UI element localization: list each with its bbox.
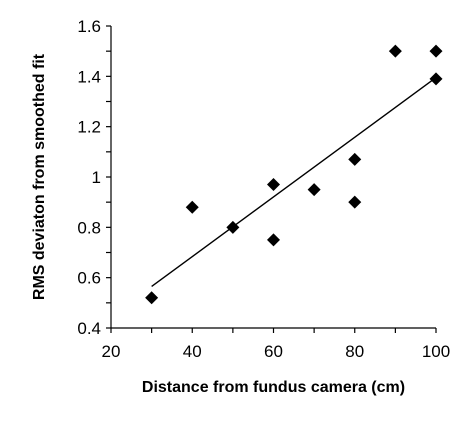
y-tick-label: 1.4: [77, 67, 101, 86]
y-tick-label: 0.8: [77, 218, 101, 237]
data-points: [145, 44, 443, 305]
data-point-diamond: [388, 44, 402, 58]
data-point-diamond: [267, 178, 280, 192]
x-tick-label: 60: [264, 342, 283, 361]
y-ticks: 0.4 0.6 0.8 1 1.2 1.4 1.6: [77, 17, 111, 338]
data-point-diamond: [307, 183, 321, 197]
y-tick-label: 0.4: [77, 319, 101, 338]
data-point-diamond: [348, 152, 362, 166]
y-tick-label: 1: [92, 168, 101, 187]
data-point-diamond: [185, 200, 199, 214]
data-point-diamond: [267, 233, 280, 247]
data-point-diamond: [226, 220, 240, 234]
data-point-diamond: [429, 72, 443, 86]
x-axis-title: Distance from fundus camera (cm): [142, 379, 405, 396]
x-tick-label: 100: [422, 342, 450, 361]
data-point-diamond: [348, 195, 362, 209]
x-tick-label: 80: [345, 342, 364, 361]
data-point-diamond: [429, 44, 443, 58]
trendline: [151, 77, 437, 288]
x-ticks: 20 40 60 80 100: [102, 328, 450, 361]
y-tick-label: 0.6: [77, 269, 101, 288]
axes: [110, 26, 436, 329]
y-tick-label: 1.6: [77, 17, 101, 36]
y-axis-title: RMS deviaton from smoothed fit: [31, 53, 48, 300]
x-tick-label: 20: [102, 342, 121, 361]
data-point-diamond: [145, 291, 159, 305]
x-tick-label: 40: [183, 342, 202, 361]
y-tick-label: 1.2: [77, 118, 101, 137]
